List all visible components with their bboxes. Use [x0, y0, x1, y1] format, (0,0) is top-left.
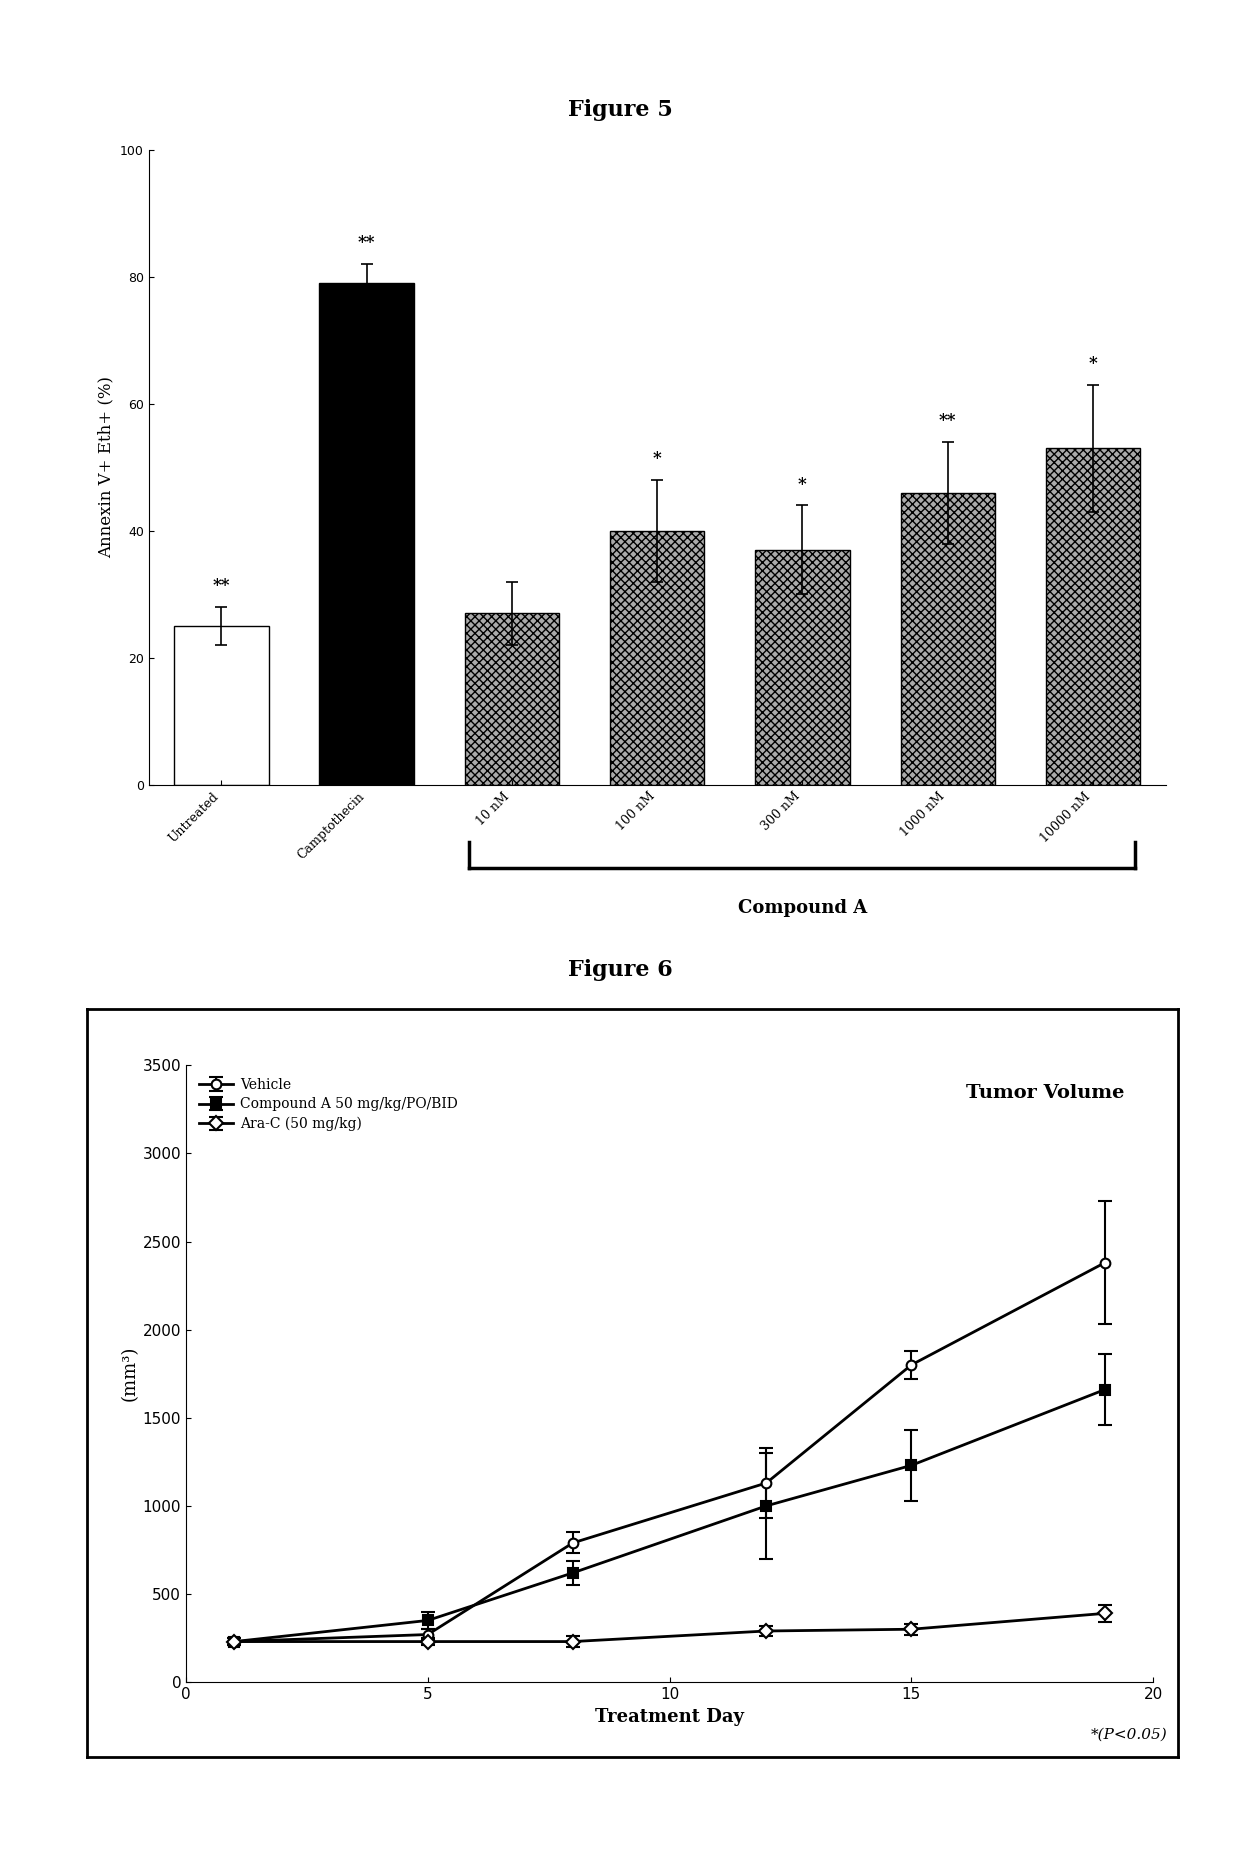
- Bar: [900, 493, 994, 785]
- Y-axis label: (mm³): (mm³): [120, 1346, 139, 1402]
- Text: *: *: [1089, 355, 1097, 372]
- Bar: [610, 531, 704, 785]
- Bar: [465, 613, 559, 785]
- Text: **: **: [939, 413, 956, 430]
- Text: Figure 6: Figure 6: [568, 959, 672, 981]
- X-axis label: Treatment Day: Treatment Day: [595, 1708, 744, 1725]
- Text: *: *: [652, 450, 662, 467]
- Text: *(P<0.05): *(P<0.05): [1090, 1729, 1167, 1742]
- Text: Figure 5: Figure 5: [568, 99, 672, 121]
- Legend: Vehicle, Compound A 50 mg/kg/PO/BID, Ara-C (50 mg/kg): Vehicle, Compound A 50 mg/kg/PO/BID, Ara…: [193, 1073, 464, 1136]
- Bar: [174, 626, 269, 785]
- Bar: [320, 282, 414, 785]
- Bar: [755, 549, 849, 785]
- Y-axis label: Annexin V+ Eth+ (%): Annexin V+ Eth+ (%): [98, 376, 114, 559]
- Text: Tumor Volume: Tumor Volume: [966, 1084, 1125, 1103]
- Text: *: *: [799, 477, 807, 493]
- Text: Compound A: Compound A: [738, 899, 867, 918]
- Text: **: **: [358, 234, 376, 250]
- Text: **: **: [213, 578, 231, 594]
- Bar: [1045, 449, 1140, 785]
